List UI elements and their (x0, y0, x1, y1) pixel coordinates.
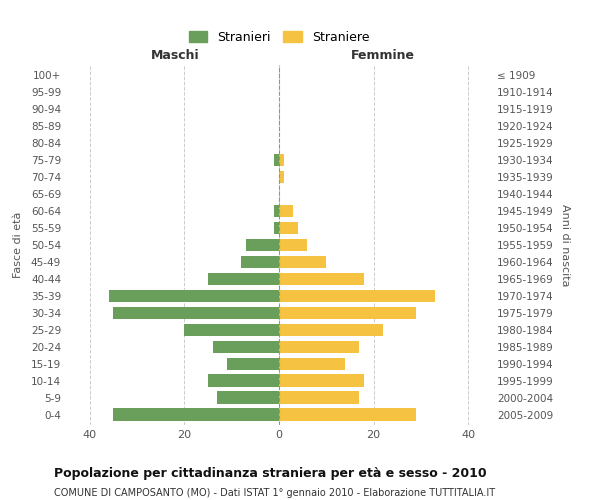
Bar (279, 290, 435, 302)
Bar (279, 358, 345, 370)
Legend: Stranieri, Straniere: Stranieri, Straniere (182, 24, 376, 50)
Bar (217, 392, 279, 404)
Bar (274, 154, 279, 166)
Bar (113, 408, 279, 421)
Bar (279, 256, 326, 268)
Bar (279, 306, 416, 320)
Bar (113, 306, 279, 320)
Bar (274, 222, 279, 234)
Bar (279, 154, 284, 166)
Bar (208, 374, 279, 387)
Bar (279, 374, 364, 387)
Bar (279, 340, 359, 353)
Text: Popolazione per cittadinanza straniera per età e sesso - 2010: Popolazione per cittadinanza straniera p… (54, 468, 487, 480)
Bar (184, 324, 279, 336)
Bar (279, 392, 359, 404)
Bar (241, 256, 279, 268)
Bar (279, 238, 307, 252)
Y-axis label: Fasce di età: Fasce di età (13, 212, 23, 278)
Bar (208, 272, 279, 285)
Bar (279, 272, 364, 285)
Bar (274, 204, 279, 218)
Bar (279, 170, 284, 183)
Bar (109, 290, 279, 302)
Y-axis label: Anni di nascita: Anni di nascita (560, 204, 570, 286)
Bar (246, 238, 279, 252)
Bar (279, 408, 416, 421)
Bar (213, 340, 279, 353)
Text: Maschi: Maschi (151, 48, 199, 62)
Text: Femmine: Femmine (351, 48, 415, 62)
Bar (227, 358, 279, 370)
Bar (279, 324, 383, 336)
Bar (279, 222, 298, 234)
Text: COMUNE DI CAMPOSANTO (MO) - Dati ISTAT 1° gennaio 2010 - Elaborazione TUTTITALIA: COMUNE DI CAMPOSANTO (MO) - Dati ISTAT 1… (54, 488, 495, 498)
Bar (279, 204, 293, 218)
